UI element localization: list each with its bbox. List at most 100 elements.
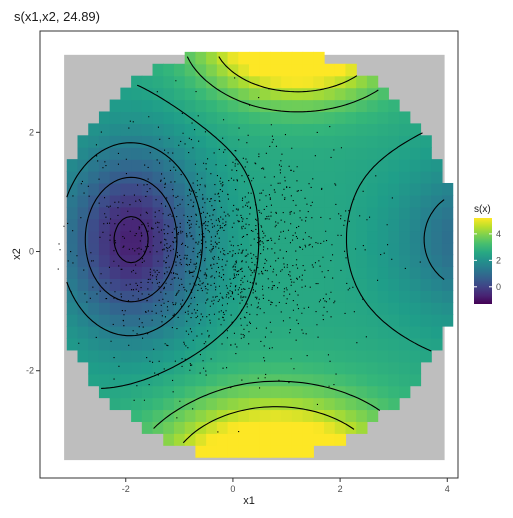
heat-tile <box>77 218 89 232</box>
heat-tile <box>377 266 389 279</box>
heat-tile <box>334 337 347 351</box>
heat-tile <box>249 111 261 124</box>
heat-tile <box>184 63 197 77</box>
chart-title: s(x1,x2, 24.89) <box>14 9 100 24</box>
heat-tile <box>399 206 411 220</box>
legend-tick-label: 0 <box>496 282 501 292</box>
heat-tile <box>281 242 293 256</box>
heat-tile <box>173 373 186 387</box>
heat-tile <box>302 385 314 399</box>
heat-tile <box>216 385 229 399</box>
heat-tile <box>109 349 121 363</box>
heat-tile <box>324 75 336 89</box>
legend-tick-label: 4 <box>496 229 501 239</box>
heat-tile <box>388 242 400 256</box>
heat-tile <box>184 230 197 244</box>
heat-tile <box>259 302 272 315</box>
plot-panel <box>57 51 454 461</box>
heat-tile <box>238 194 250 208</box>
heat-tile <box>345 397 357 411</box>
heat-tile <box>184 409 197 422</box>
heat-tile <box>206 218 218 232</box>
heat-tile <box>270 171 282 184</box>
heat-tile <box>249 314 261 327</box>
heat-tile <box>195 63 207 77</box>
heat-tile <box>238 361 250 375</box>
heat-tile <box>88 218 100 232</box>
x-tick-label: -2 <box>122 484 130 494</box>
heat-tile <box>227 397 239 411</box>
heat-tile <box>345 75 357 89</box>
heat-tile <box>238 51 250 65</box>
heat-tile <box>302 135 314 148</box>
heat-tile <box>195 230 207 244</box>
heat-tile <box>441 266 454 279</box>
heat-tile <box>270 302 282 315</box>
heat-tile <box>184 349 197 363</box>
plot-border <box>39 30 459 479</box>
heat-tile <box>324 314 336 327</box>
heat-tile <box>431 218 443 232</box>
heat-tile <box>227 314 239 327</box>
heat-tile <box>131 218 143 232</box>
heat-tile <box>259 409 272 422</box>
heat-tile <box>216 87 229 101</box>
heat-tile <box>141 135 154 148</box>
heat-tile <box>131 302 143 315</box>
heat-tile <box>281 51 293 65</box>
heat-tile <box>409 290 422 303</box>
heat-tile <box>88 361 100 375</box>
heat-tile <box>345 326 357 339</box>
heat-tile <box>98 206 111 220</box>
heat-tile <box>356 171 368 184</box>
heat-tile <box>302 194 314 208</box>
heat-tile <box>366 111 379 124</box>
heat-tile <box>249 123 261 136</box>
heat-tile <box>109 123 121 136</box>
heat-tile <box>324 337 336 351</box>
heat-tile <box>291 123 304 136</box>
heat-tile <box>216 206 229 220</box>
heat-tile <box>195 445 207 458</box>
heat-tile <box>334 290 347 303</box>
heat-tile <box>334 242 347 256</box>
heat-tile <box>173 147 186 160</box>
heat-tile <box>366 242 379 256</box>
heat-tile <box>313 361 325 375</box>
heat-tile <box>302 206 314 220</box>
heat-tile <box>420 278 432 291</box>
heat-tile <box>195 147 207 160</box>
heat-tile <box>120 290 132 303</box>
heat-tile <box>345 254 357 268</box>
heat-tile <box>291 63 304 77</box>
heat-tile <box>334 373 347 387</box>
heat-tile <box>302 278 314 291</box>
y-axis-title: x2 <box>11 248 23 260</box>
heat-tile <box>313 182 325 196</box>
heat-tile <box>249 302 261 315</box>
legend-tick-label: 2 <box>496 255 501 265</box>
heat-tile <box>141 75 154 89</box>
heat-tile <box>152 409 164 422</box>
heat-tile <box>184 242 197 256</box>
heat-tile <box>281 206 293 220</box>
heat-tile <box>227 266 239 279</box>
heat-tile <box>238 337 250 351</box>
heat-tile <box>345 159 357 172</box>
heat-tile <box>216 147 229 160</box>
heat-tile <box>399 242 411 256</box>
heat-tile <box>334 385 347 399</box>
contour-lines <box>66 56 445 444</box>
heat-tile <box>324 135 336 148</box>
heat-tile <box>173 266 186 279</box>
heat-tile <box>195 51 207 65</box>
heat-tile <box>399 123 411 136</box>
heat-tile <box>291 159 304 172</box>
heat-tile <box>216 445 229 458</box>
heat-tile <box>388 373 400 387</box>
heat-tile <box>98 385 111 399</box>
heat-tile <box>420 182 432 196</box>
heat-tile <box>291 278 304 291</box>
heat-tile <box>420 171 432 184</box>
heat-tile <box>281 445 293 458</box>
